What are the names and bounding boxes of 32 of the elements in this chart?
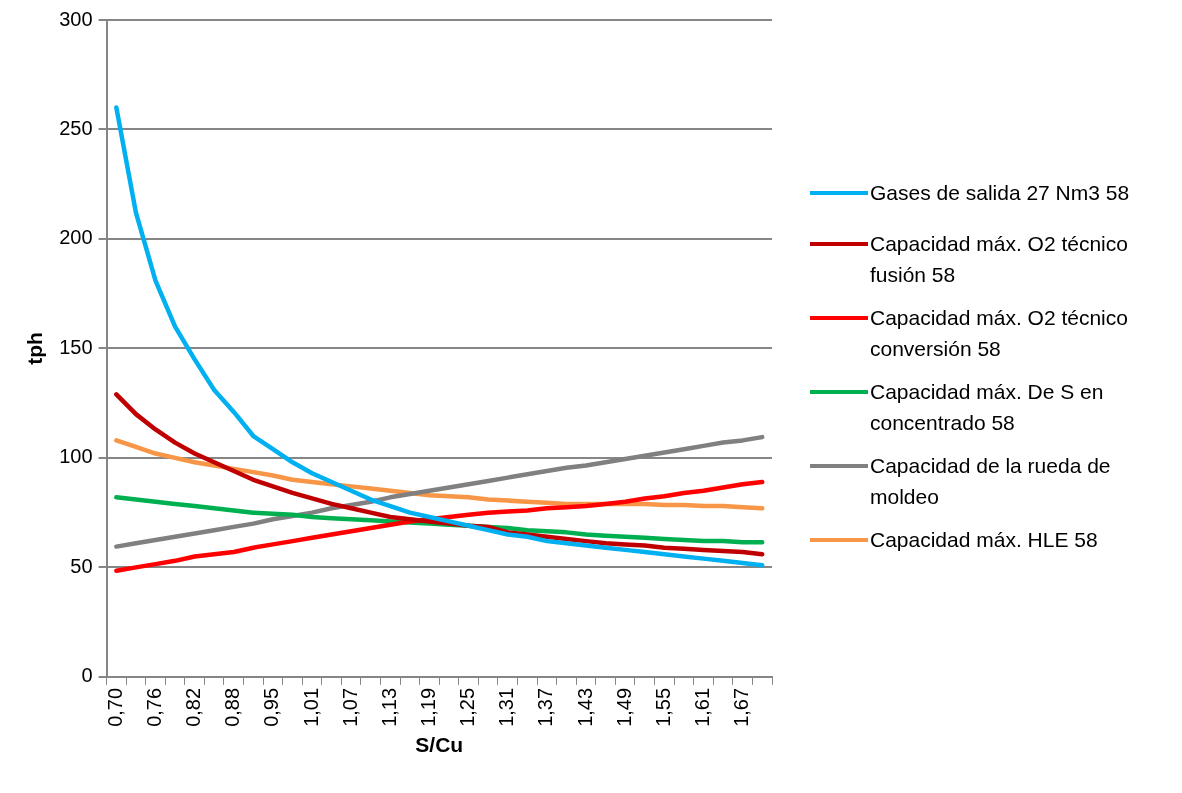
legend-label: Capacidad máx. O2 técnico fusión 58	[870, 231, 1129, 288]
legend-label: Capacidad máx. O2 técnico conversión 58	[870, 305, 1129, 362]
x-tick-label: 1,07	[338, 687, 361, 727]
x-tick-label: 1,25	[456, 687, 479, 727]
x-tick-label: 1,01	[299, 687, 322, 727]
y-tick-label: 250	[59, 116, 93, 139]
y-tick-label: 150	[59, 335, 93, 358]
y-tick-label: 0	[81, 664, 93, 687]
x-tick-label: 0,76	[143, 687, 166, 727]
x-tick-label: 0,88	[221, 687, 244, 727]
x-axis-title: S/Cu	[415, 733, 464, 757]
legend-label: Capacidad máx. De S en concentrado 58	[870, 379, 1105, 436]
x-tick-label: 1,43	[573, 687, 596, 727]
x-tick-label: 1,31	[495, 687, 518, 727]
x-tick-label: 1,13	[377, 687, 400, 727]
x-tick-label: 0,82	[182, 687, 205, 727]
x-tick-label: 0,95	[260, 687, 283, 727]
y-tick-label: 100	[59, 445, 93, 468]
x-tick-label: 1,49	[612, 687, 635, 727]
y-tick-label: 300	[59, 7, 93, 30]
y-tick-label: 200	[59, 226, 93, 249]
x-tick-label: 1,61	[691, 687, 714, 727]
legend-label: Gases de salida 27 Nm3 58	[870, 180, 1130, 206]
x-tick-label: 1,67	[730, 687, 753, 727]
x-tick-label: 1,19	[417, 687, 440, 727]
legend-label: Capacidad de la rueda de moldeo	[870, 453, 1112, 510]
x-tick-label: 1,55	[651, 687, 674, 727]
x-tick-label: 0,70	[103, 687, 126, 727]
y-tick-label: 50	[70, 554, 93, 577]
legend-label: Capacidad máx. HLE 58	[870, 527, 1098, 553]
y-axis-title: tph	[23, 332, 47, 365]
x-tick-label: 1,37	[534, 687, 557, 727]
